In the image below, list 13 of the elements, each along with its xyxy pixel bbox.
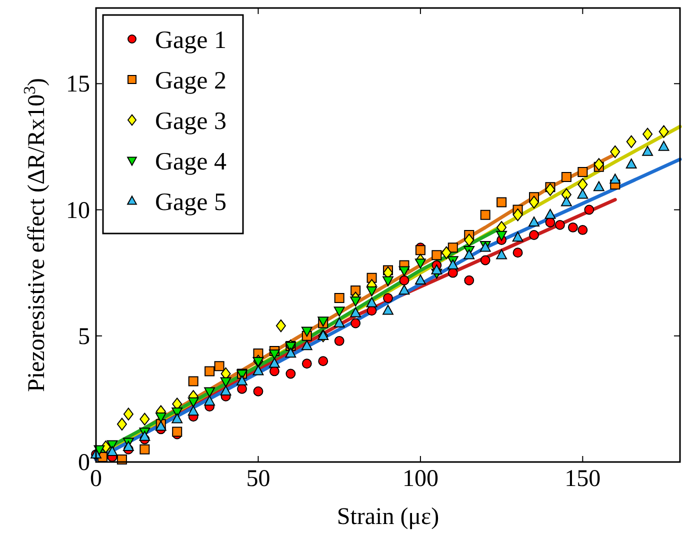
y-tick-label: 0 bbox=[78, 450, 90, 476]
x-axis-title: Strain (με) bbox=[336, 504, 440, 530]
legend-label: Gage 5 bbox=[155, 189, 226, 216]
legend-label: Gage 2 bbox=[155, 68, 226, 94]
y-tick-label: 5 bbox=[78, 324, 90, 350]
y-tick-label: 10 bbox=[66, 198, 90, 224]
legend-label: Gage 1 bbox=[155, 27, 226, 54]
legend-label: Gage 4 bbox=[155, 148, 227, 176]
x-tick-label: 100 bbox=[402, 466, 438, 492]
y-tick-label: 15 bbox=[66, 72, 90, 98]
legend-label: Gage 3 bbox=[155, 108, 226, 135]
x-tick-label: 50 bbox=[246, 466, 270, 492]
x-tick-label: 150 bbox=[564, 466, 601, 492]
